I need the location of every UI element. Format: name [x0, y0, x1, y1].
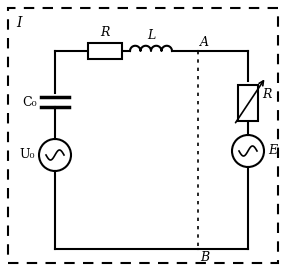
Text: B: B	[200, 251, 209, 264]
Text: R: R	[262, 89, 271, 102]
Bar	[88, 43, 122, 59]
Text: I: I	[16, 16, 21, 30]
Text: R: R	[100, 26, 110, 39]
Text: E: E	[268, 144, 277, 157]
Text: C₀: C₀	[22, 95, 37, 108]
Text: A: A	[200, 36, 209, 49]
Bar	[238, 85, 258, 121]
Text: U₀: U₀	[19, 149, 35, 162]
Text: L: L	[147, 29, 155, 42]
